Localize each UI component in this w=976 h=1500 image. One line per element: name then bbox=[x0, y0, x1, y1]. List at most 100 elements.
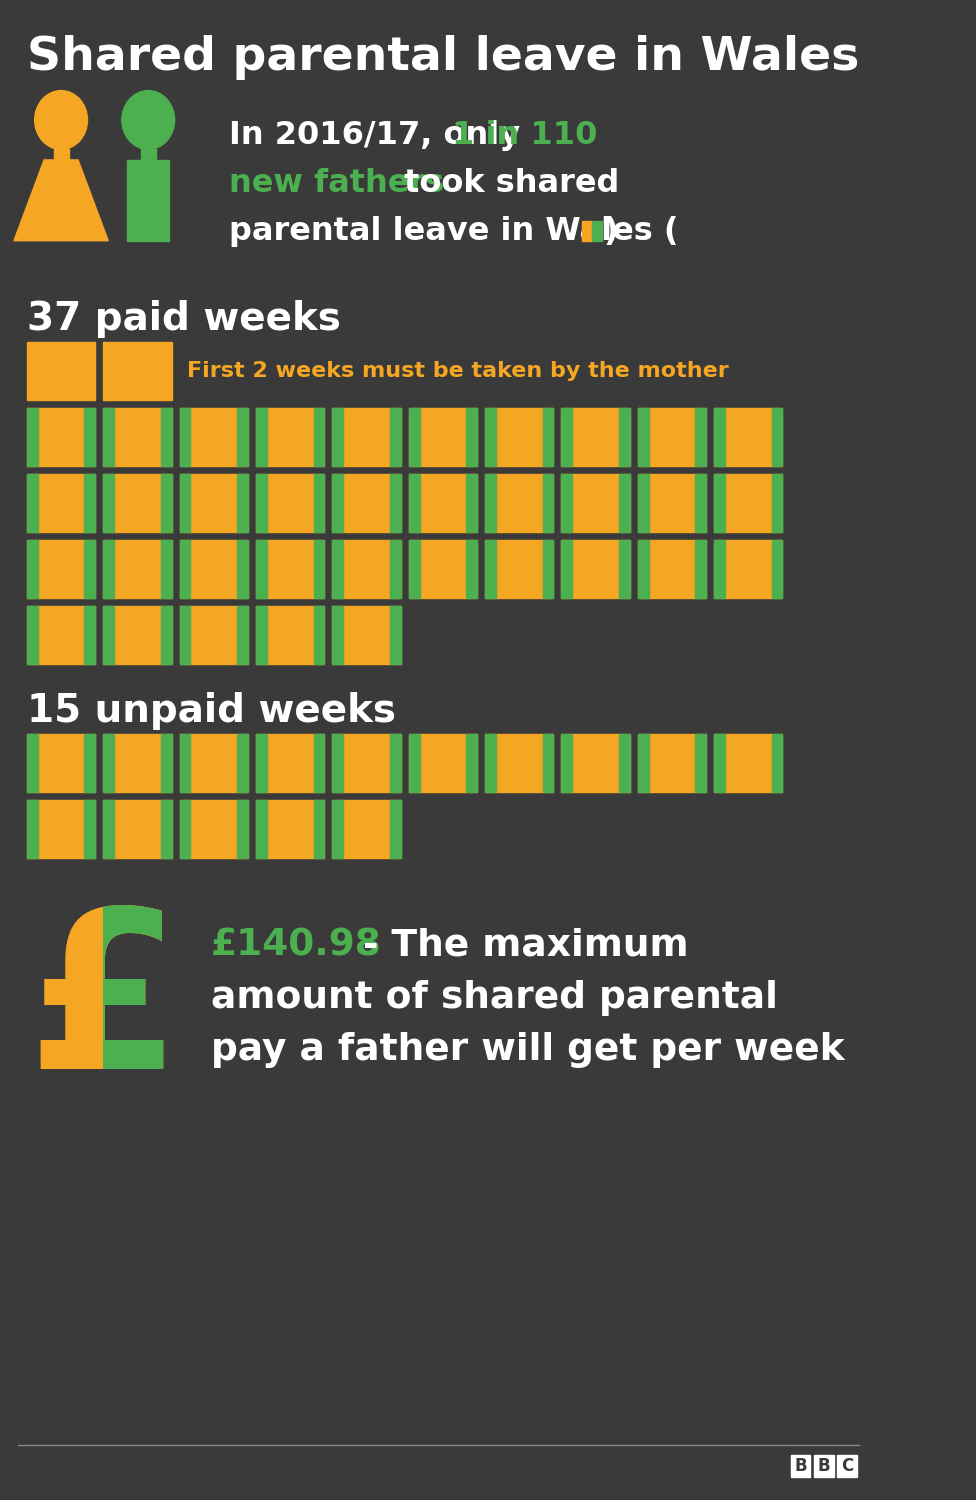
Bar bbox=[27, 540, 38, 598]
Bar bbox=[180, 474, 248, 532]
Bar bbox=[333, 540, 344, 598]
Bar bbox=[714, 734, 783, 792]
Bar bbox=[333, 408, 401, 466]
Bar bbox=[103, 540, 114, 598]
Bar bbox=[27, 342, 96, 400]
Bar bbox=[485, 408, 553, 466]
Bar bbox=[161, 540, 172, 598]
Bar bbox=[485, 540, 553, 598]
Text: £: £ bbox=[26, 902, 181, 1114]
Bar bbox=[141, 150, 156, 160]
Bar bbox=[256, 800, 266, 858]
Bar bbox=[256, 474, 324, 532]
Bar bbox=[161, 408, 172, 466]
Bar bbox=[638, 734, 649, 792]
Bar bbox=[180, 606, 248, 664]
Bar bbox=[333, 474, 344, 532]
Bar bbox=[27, 734, 96, 792]
Text: Shared parental leave in Wales: Shared parental leave in Wales bbox=[27, 34, 859, 80]
Bar bbox=[333, 606, 401, 664]
Bar bbox=[333, 734, 401, 792]
Bar bbox=[814, 1455, 834, 1478]
Text: £140.98: £140.98 bbox=[211, 928, 382, 964]
Bar bbox=[103, 408, 172, 466]
Bar bbox=[837, 1455, 857, 1478]
Bar bbox=[161, 474, 172, 532]
Bar bbox=[256, 408, 266, 466]
Bar bbox=[256, 540, 266, 598]
Bar bbox=[313, 606, 324, 664]
Bar bbox=[409, 734, 420, 792]
Bar bbox=[409, 734, 477, 792]
Bar bbox=[27, 474, 38, 532]
Bar bbox=[714, 408, 783, 466]
Bar bbox=[161, 734, 172, 792]
Bar bbox=[313, 408, 324, 466]
Bar bbox=[714, 540, 783, 598]
Text: new fathers: new fathers bbox=[229, 168, 444, 200]
Bar bbox=[561, 540, 630, 598]
Bar bbox=[237, 606, 248, 664]
Bar bbox=[103, 474, 114, 532]
Bar bbox=[180, 800, 248, 858]
Bar bbox=[714, 408, 725, 466]
Text: - The maximum: - The maximum bbox=[350, 928, 689, 964]
Bar bbox=[561, 734, 572, 792]
Bar bbox=[103, 540, 172, 598]
Text: B: B bbox=[794, 1456, 807, 1474]
Bar bbox=[180, 734, 190, 792]
Bar bbox=[485, 474, 496, 532]
Bar bbox=[333, 800, 401, 858]
Bar bbox=[256, 734, 324, 792]
Bar bbox=[256, 606, 324, 664]
Bar bbox=[180, 408, 248, 466]
Bar bbox=[409, 408, 477, 466]
Bar bbox=[256, 734, 266, 792]
Bar bbox=[103, 800, 172, 858]
Bar bbox=[714, 734, 725, 792]
Bar bbox=[85, 606, 96, 664]
Bar bbox=[485, 474, 553, 532]
Bar bbox=[772, 408, 783, 466]
Bar bbox=[389, 734, 401, 792]
Bar bbox=[619, 734, 630, 792]
Bar bbox=[543, 474, 553, 532]
Bar bbox=[256, 800, 324, 858]
Bar bbox=[333, 408, 344, 466]
Bar bbox=[103, 408, 114, 466]
Bar bbox=[27, 408, 96, 466]
Bar bbox=[714, 474, 725, 532]
Bar bbox=[409, 474, 420, 532]
Bar bbox=[85, 408, 96, 466]
Bar bbox=[543, 540, 553, 598]
Bar bbox=[592, 220, 602, 242]
Bar bbox=[619, 474, 630, 532]
Bar bbox=[389, 800, 401, 858]
Bar bbox=[103, 606, 114, 664]
Bar bbox=[180, 408, 190, 466]
Bar bbox=[333, 800, 344, 858]
Bar bbox=[543, 408, 553, 466]
Bar bbox=[180, 800, 190, 858]
Bar bbox=[237, 540, 248, 598]
Bar bbox=[313, 800, 324, 858]
Text: parental leave in Wales (: parental leave in Wales ( bbox=[229, 216, 678, 248]
Bar bbox=[85, 474, 96, 532]
Text: pay a father will get per week: pay a father will get per week bbox=[211, 1032, 845, 1068]
Bar bbox=[791, 1455, 810, 1478]
Bar bbox=[389, 408, 401, 466]
Bar bbox=[638, 408, 706, 466]
Bar bbox=[561, 734, 630, 792]
Bar bbox=[103, 342, 172, 400]
Bar bbox=[772, 540, 783, 598]
Bar bbox=[561, 474, 630, 532]
Bar bbox=[27, 540, 96, 598]
Bar bbox=[561, 540, 572, 598]
Bar bbox=[313, 540, 324, 598]
Bar bbox=[638, 734, 706, 792]
Bar bbox=[27, 800, 38, 858]
Bar bbox=[561, 408, 572, 466]
Text: 15 unpaid weeks: 15 unpaid weeks bbox=[27, 692, 396, 730]
Bar bbox=[54, 150, 68, 160]
Bar bbox=[772, 474, 783, 532]
